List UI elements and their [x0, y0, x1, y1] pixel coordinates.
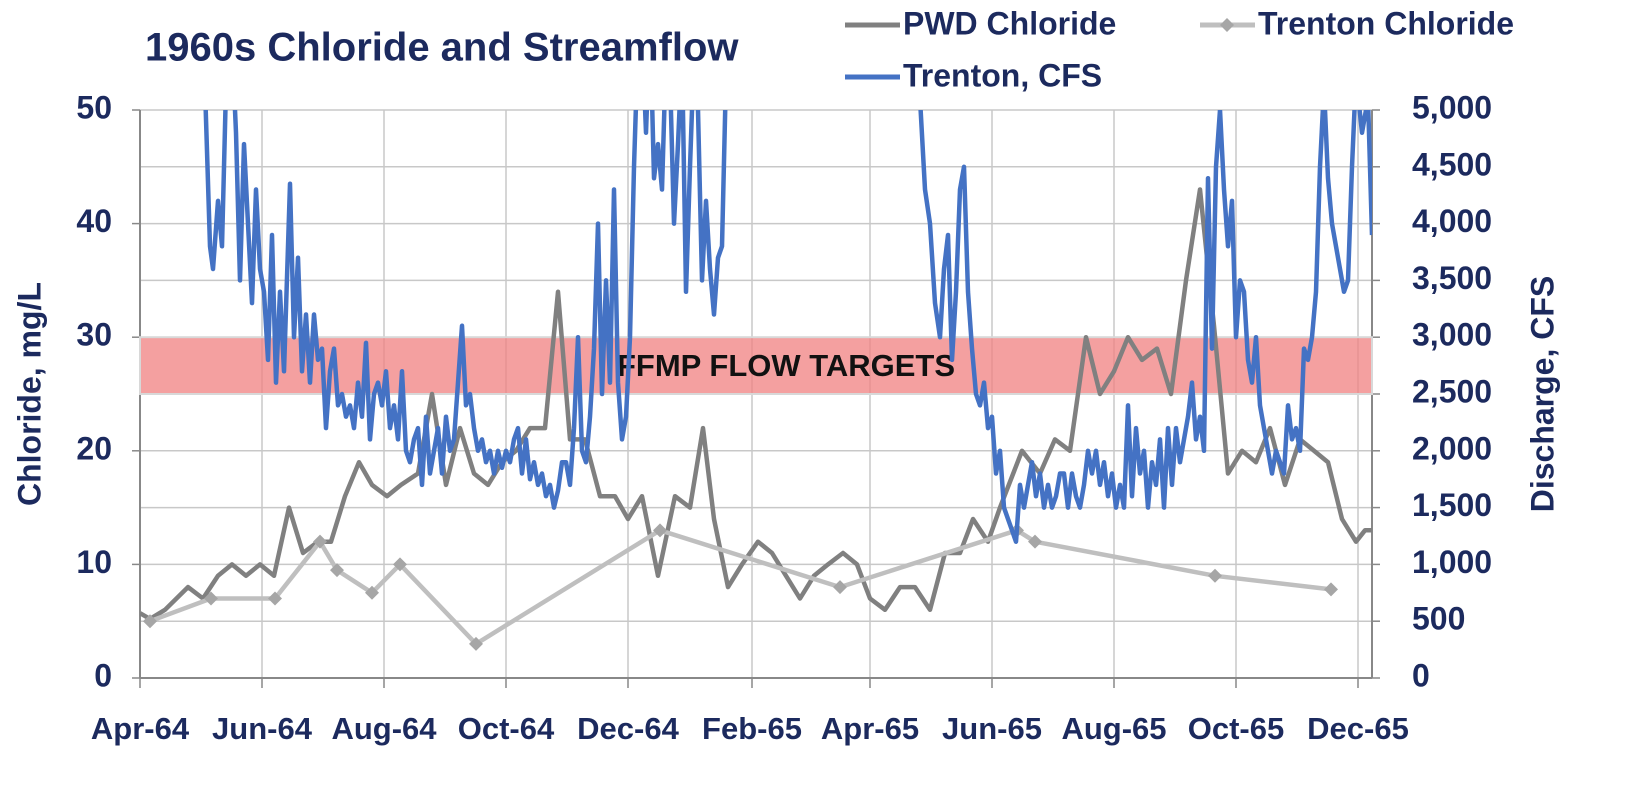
y2-tick-label: 3,500 — [1412, 260, 1492, 296]
legend-label: Trenton, CFS — [903, 57, 1102, 93]
x-tick-label: Jun-64 — [212, 711, 313, 746]
y-tick-label: 30 — [76, 317, 112, 353]
x-tick-label: Aug-65 — [1061, 711, 1166, 746]
x-tick-label: Apr-64 — [91, 711, 190, 746]
data-point — [204, 591, 218, 606]
y2-tick-label: 4,000 — [1412, 203, 1492, 239]
x-tick-label: Dec-64 — [577, 711, 679, 746]
series-line — [203, 110, 1372, 544]
x-tick-label: Aug-64 — [331, 711, 437, 746]
x-tick-label: Oct-64 — [458, 711, 555, 746]
y2-tick-label: 1,500 — [1412, 487, 1492, 523]
y-axis-label: Chloride, mg/L — [11, 282, 47, 506]
y-tick-label: 50 — [76, 89, 112, 125]
data-point — [1208, 568, 1222, 583]
x-tick-label: Feb-65 — [702, 711, 802, 746]
x-tick-label: Jun-65 — [942, 711, 1042, 746]
data-point — [1324, 582, 1338, 597]
data-point — [268, 591, 282, 606]
data-point — [469, 636, 483, 651]
y2-tick-label: 2,500 — [1412, 373, 1492, 409]
series-line — [140, 187, 1372, 622]
x-tick-label: Oct-65 — [1188, 711, 1284, 746]
x-tick-label: Dec-65 — [1307, 711, 1409, 746]
y2-axis-label: Discharge, CFS — [1524, 276, 1560, 513]
y2-tick-label: 500 — [1412, 601, 1465, 637]
y2-tick-label: 4,500 — [1412, 146, 1492, 182]
y-tick-label: 20 — [76, 430, 112, 466]
data-point — [1028, 534, 1042, 549]
data-point — [393, 557, 407, 572]
data-point — [365, 585, 379, 600]
y-tick-label: 0 — [94, 657, 112, 693]
y2-tick-label: 3,000 — [1412, 317, 1492, 353]
data-point — [833, 580, 847, 595]
legend-marker — [1220, 18, 1234, 32]
y2-tick-label: 2,000 — [1412, 430, 1492, 466]
y2-tick-label: 0 — [1412, 657, 1430, 693]
data-point — [313, 534, 327, 549]
chart-title: 1960s Chloride and Streamflow — [145, 26, 739, 70]
legend-label: PWD Chloride — [903, 5, 1116, 41]
y-tick-label: 40 — [76, 203, 112, 239]
plot-area — [140, 110, 1372, 651]
data-point — [330, 563, 344, 578]
data-point — [653, 523, 667, 538]
legend-label: Trenton Chloride — [1258, 5, 1514, 41]
y2-tick-label: 1,000 — [1412, 544, 1492, 580]
series-line — [149, 528, 1332, 647]
x-tick-label: Apr-65 — [821, 711, 919, 746]
y-tick-label: 10 — [76, 544, 112, 580]
data-point — [143, 614, 157, 629]
y2-tick-label: 5,000 — [1412, 89, 1492, 125]
band-label: FFMP FLOW TARGETS — [617, 348, 955, 383]
